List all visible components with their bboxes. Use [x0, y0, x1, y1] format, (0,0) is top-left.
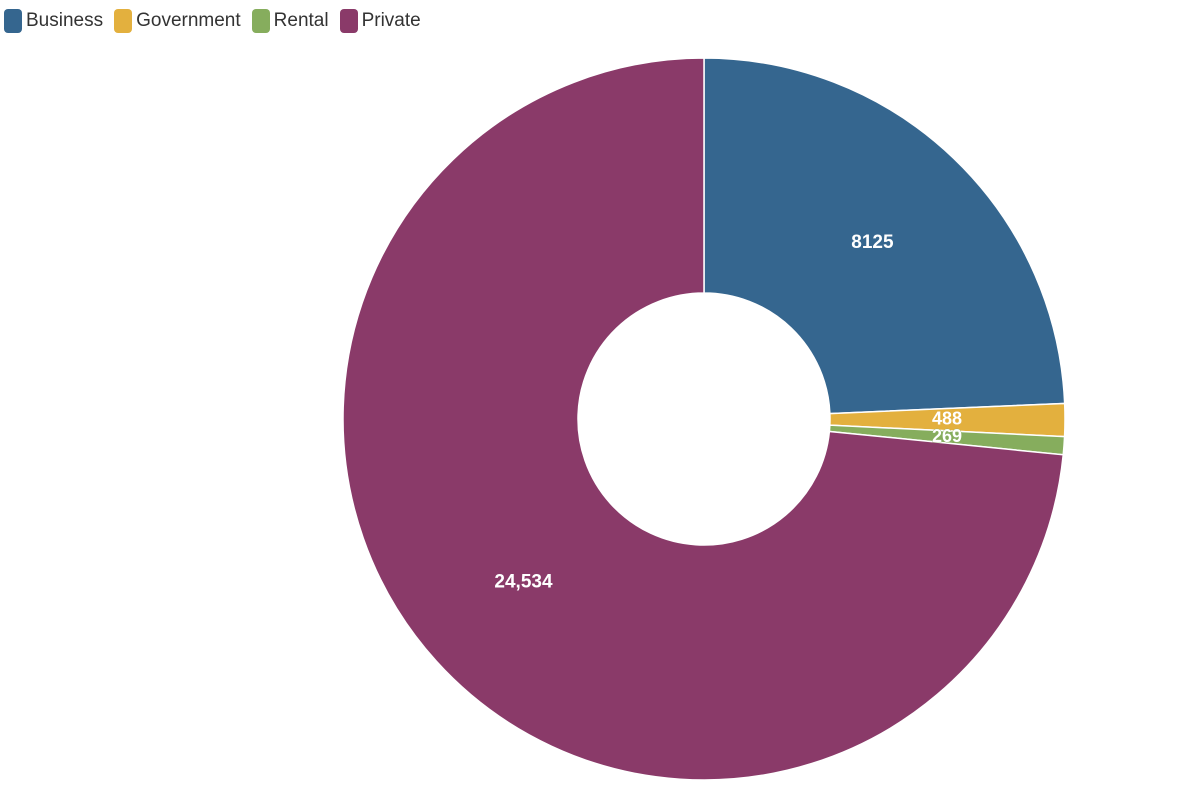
legend-item-private[interactable]: Private — [339, 9, 421, 33]
legend-swatch-business — [4, 9, 22, 33]
legend-label-private: Private — [361, 10, 421, 31]
legend-swatch-private — [339, 9, 358, 33]
legend-item-rental[interactable]: Rental — [251, 9, 329, 33]
slice-private[interactable] — [342, 57, 1065, 781]
legend-item-business[interactable]: Business — [4, 9, 103, 33]
legend-item-government[interactable]: Government — [114, 9, 241, 33]
legend-label-government: Government — [136, 10, 241, 31]
data-label-business: 8125 — [851, 232, 894, 253]
data-label-government: 488 — [932, 408, 962, 428]
legend-swatch-government — [114, 9, 133, 33]
data-label-rental: 269 — [932, 426, 962, 446]
legend-swatch-rental — [251, 9, 270, 33]
chart-legend: Business Government Rental Private — [4, 9, 432, 33]
data-label-private: 24,534 — [494, 571, 553, 592]
slice-business[interactable] — [703, 57, 1066, 415]
legend-label-business: Business — [26, 10, 104, 31]
legend-label-rental: Rental — [273, 10, 329, 31]
